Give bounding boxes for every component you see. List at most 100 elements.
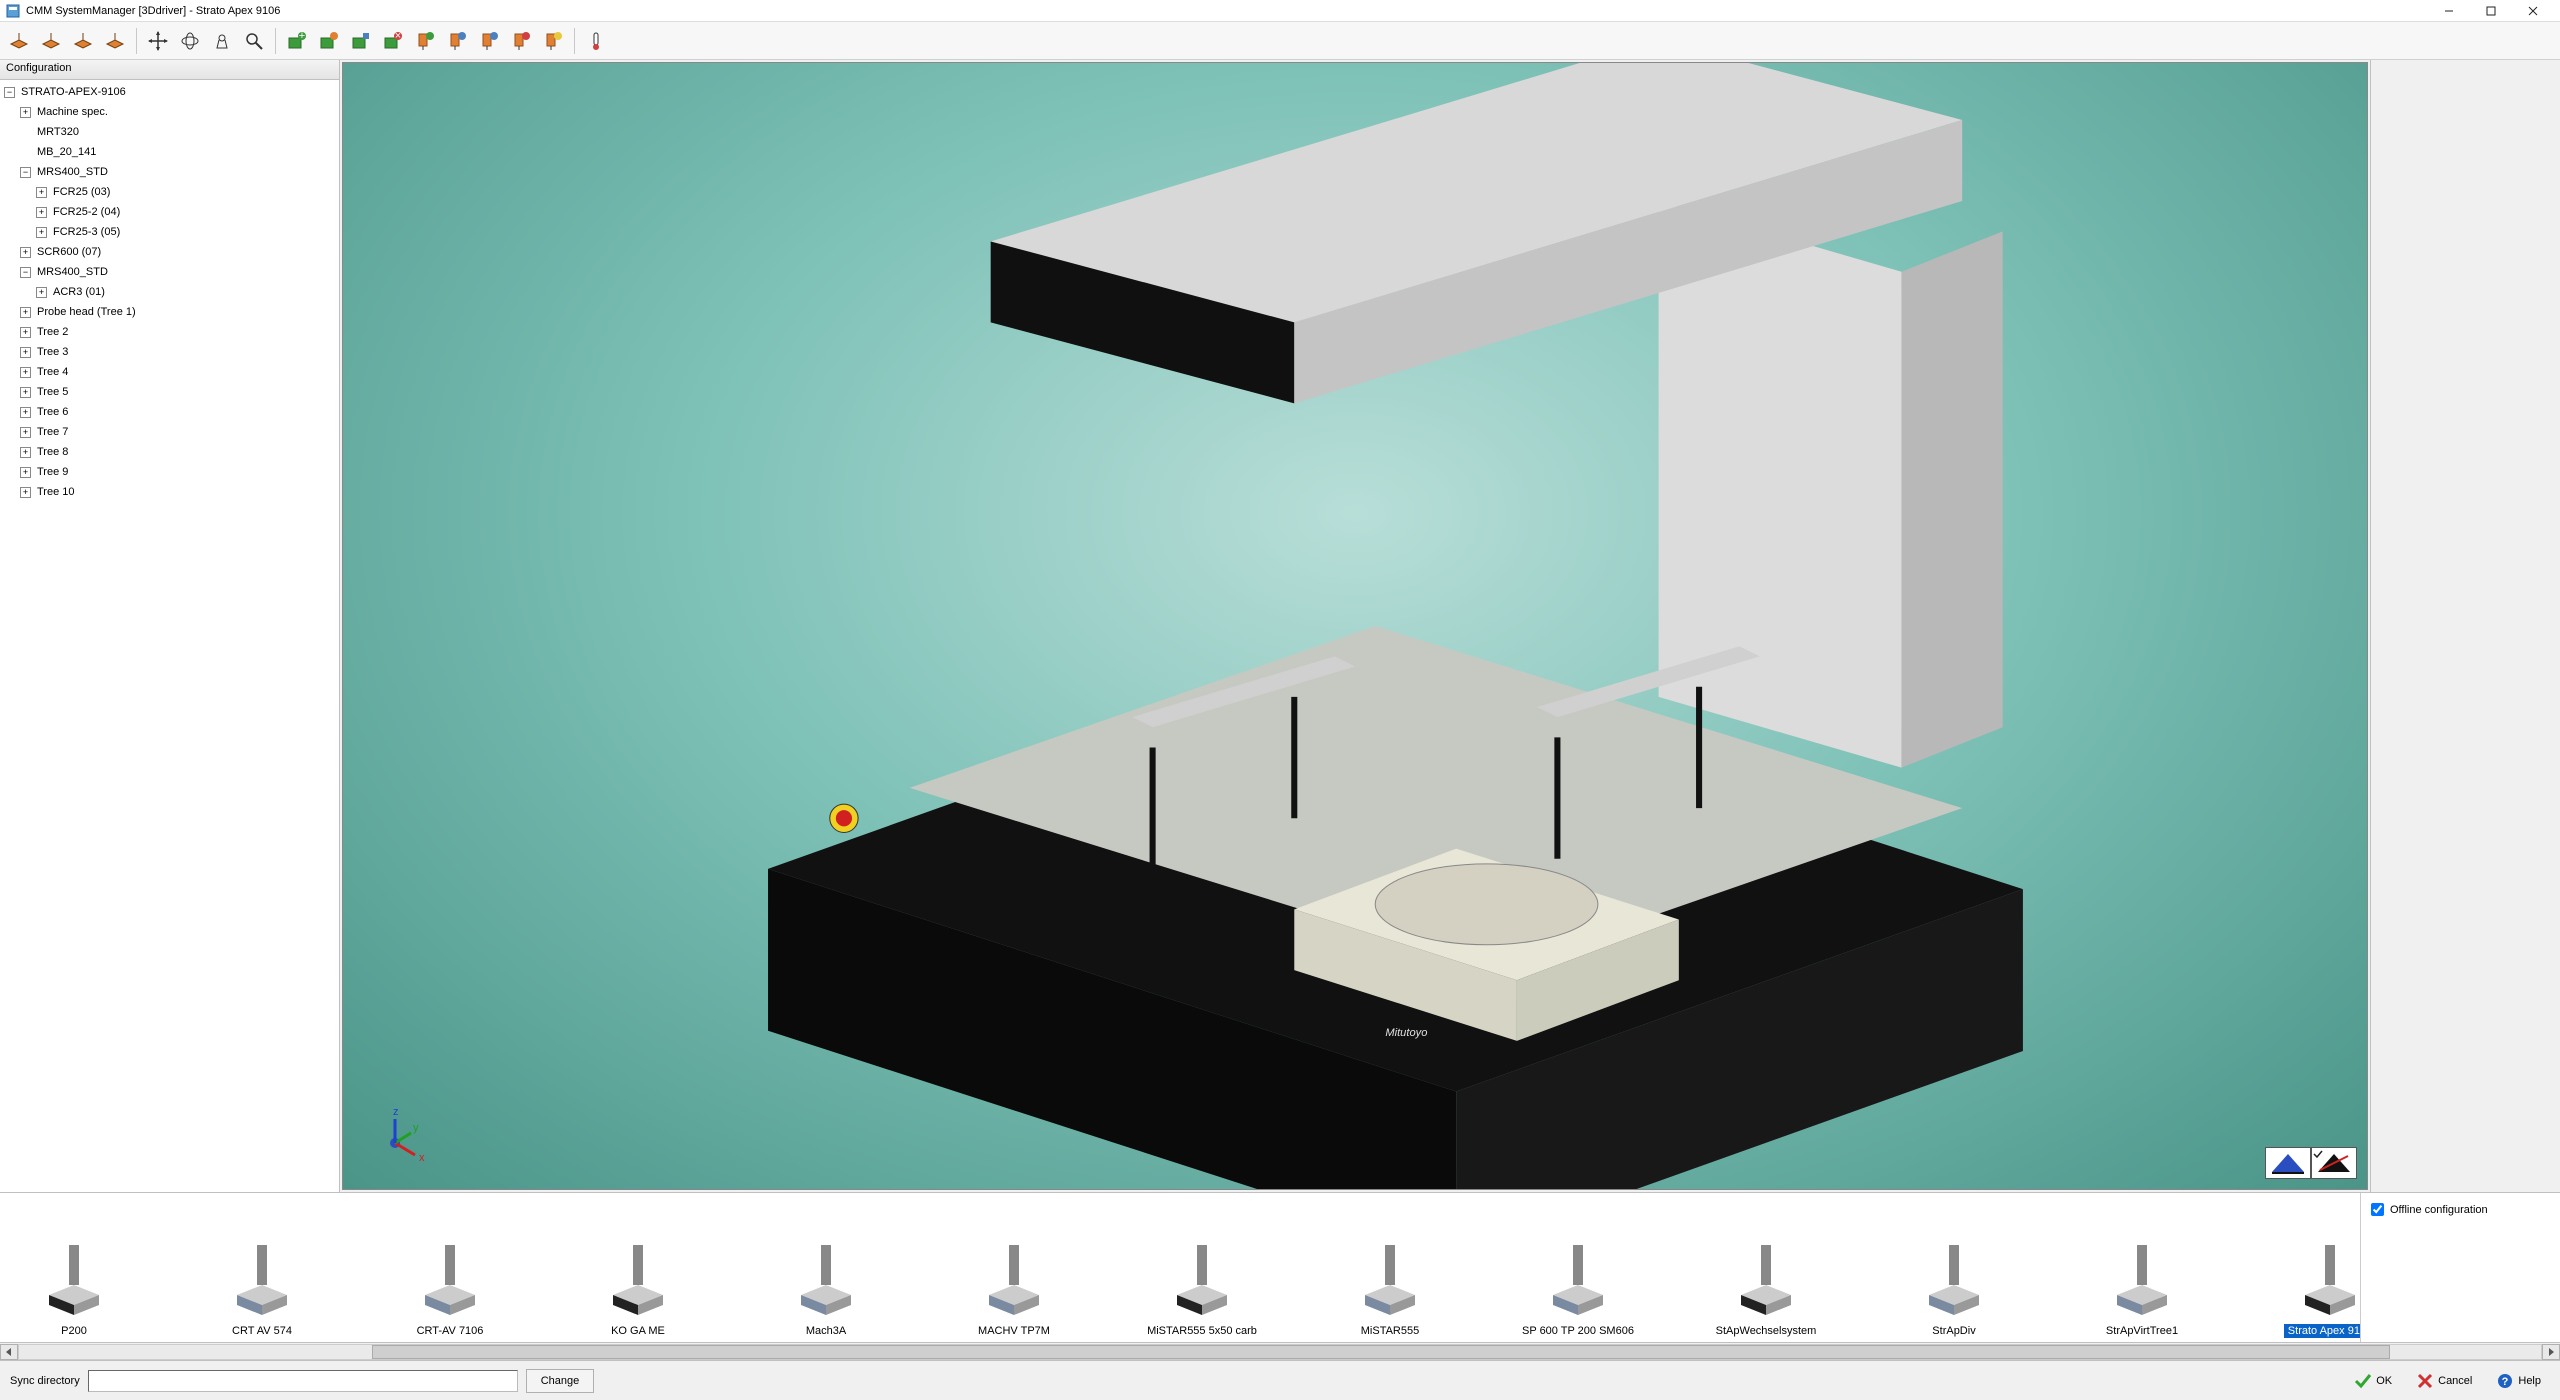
viewport-3d[interactable]: Mitutoyo x y bbox=[342, 62, 2368, 1190]
gallery-item[interactable]: Mach3A bbox=[756, 1230, 896, 1338]
expand-icon[interactable]: + bbox=[20, 107, 31, 118]
maximize-button[interactable] bbox=[2470, 0, 2512, 22]
zoom-tool-button[interactable] bbox=[239, 26, 269, 56]
tree-item[interactable]: +Tree 2 bbox=[4, 322, 335, 342]
expand-icon[interactable]: + bbox=[20, 307, 31, 318]
tree-item[interactable]: +Tree 3 bbox=[4, 342, 335, 362]
cancel-button[interactable]: Cancel bbox=[2407, 1368, 2481, 1394]
tree-label: Tree 9 bbox=[35, 466, 68, 478]
machine-thumbnail-icon bbox=[1914, 1230, 1994, 1320]
tree-item[interactable]: +FCR25 (03) bbox=[4, 182, 335, 202]
gallery-item-label: CRT-AV 7106 bbox=[413, 1324, 488, 1338]
tree-item[interactable]: MB_20_141 bbox=[4, 142, 335, 162]
collapse-icon[interactable]: − bbox=[20, 167, 31, 178]
gallery-item[interactable]: MiSTAR555 5x50 carb bbox=[1132, 1230, 1272, 1338]
tree-item[interactable]: −STRATO-APEX-9106 bbox=[4, 82, 335, 102]
gallery-item[interactable]: MiSTAR555 bbox=[1320, 1230, 1460, 1338]
configuration-tree[interactable]: −STRATO-APEX-9106+Machine spec.MRT320MB_… bbox=[0, 80, 339, 1192]
orbit-tool-button[interactable] bbox=[175, 26, 205, 56]
tree-item[interactable]: −MRS400_STD bbox=[4, 162, 335, 182]
tree-item[interactable]: +Tree 4 bbox=[4, 362, 335, 382]
tree-item[interactable]: + Tree 9 bbox=[4, 462, 335, 482]
gallery-item[interactable]: P200 bbox=[4, 1230, 144, 1338]
expand-icon[interactable]: + bbox=[20, 447, 31, 458]
machine-delete-button[interactable]: × bbox=[378, 26, 408, 56]
offline-checkbox-input[interactable] bbox=[2371, 1203, 2384, 1216]
expand-icon[interactable]: + bbox=[20, 487, 31, 498]
machine-edit-button[interactable] bbox=[314, 26, 344, 56]
ok-button[interactable]: OK bbox=[2345, 1368, 2401, 1394]
tree-item[interactable]: +Probe head (Tree 1) bbox=[4, 302, 335, 322]
expand-icon[interactable]: + bbox=[36, 187, 47, 198]
expand-icon[interactable]: + bbox=[36, 227, 47, 238]
probe-edit-button[interactable] bbox=[442, 26, 472, 56]
expand-icon[interactable]: + bbox=[20, 467, 31, 478]
offline-configuration-checkbox[interactable]: Offline configuration bbox=[2371, 1203, 2550, 1216]
gallery-item[interactable]: StApWechselsystem bbox=[1696, 1230, 1836, 1338]
gallery-scrollbar[interactable] bbox=[0, 1342, 2560, 1360]
help-button[interactable]: ? Help bbox=[2487, 1368, 2550, 1394]
probe-config-button[interactable] bbox=[474, 26, 504, 56]
tree-item[interactable]: +ACR3 (01) bbox=[4, 282, 335, 302]
pan-tool-button[interactable] bbox=[207, 26, 237, 56]
view-iso-3-button[interactable] bbox=[68, 26, 98, 56]
view-iso-2-button[interactable] bbox=[36, 26, 66, 56]
tree-item[interactable]: +SCR600 (07) bbox=[4, 242, 335, 262]
expand-icon[interactable]: + bbox=[20, 347, 31, 358]
machine-thumbnail-icon bbox=[786, 1230, 866, 1320]
collapse-icon[interactable]: − bbox=[4, 87, 15, 98]
sync-directory-input[interactable] bbox=[88, 1370, 518, 1392]
gallery-item[interactable]: StrApDiv bbox=[1884, 1230, 2024, 1338]
tree-item[interactable]: +Tree 6 bbox=[4, 402, 335, 422]
probe-add-button[interactable] bbox=[410, 26, 440, 56]
expand-icon[interactable]: + bbox=[20, 247, 31, 258]
tree-item[interactable]: +Tree 10 bbox=[4, 482, 335, 502]
tree-item[interactable]: −MRS400_STD bbox=[4, 262, 335, 282]
expand-icon[interactable]: + bbox=[20, 367, 31, 378]
gallery-item[interactable]: SP 600 TP 200 SM606 bbox=[1508, 1230, 1648, 1338]
gallery-item[interactable]: CRT AV 574 bbox=[192, 1230, 332, 1338]
expand-icon[interactable]: + bbox=[20, 387, 31, 398]
tree-item[interactable]: +Machine spec. bbox=[4, 102, 335, 122]
machine-add-button[interactable]: + bbox=[282, 26, 312, 56]
expand-icon[interactable]: + bbox=[20, 327, 31, 338]
close-button[interactable] bbox=[2512, 0, 2554, 22]
gallery-item-label: Mach3A bbox=[802, 1324, 850, 1338]
wireframe-view-toggle[interactable] bbox=[2311, 1147, 2357, 1179]
gallery-item[interactable]: CRT-AV 7106 bbox=[380, 1230, 520, 1338]
expand-icon[interactable]: + bbox=[20, 427, 31, 438]
scroll-thumb[interactable] bbox=[372, 1345, 2390, 1359]
tree-item[interactable]: +Tree 5 bbox=[4, 382, 335, 402]
probe-remove-button[interactable] bbox=[506, 26, 536, 56]
tree-item[interactable]: +Tree 7 bbox=[4, 422, 335, 442]
shaded-view-toggle[interactable] bbox=[2265, 1147, 2311, 1179]
help-label: Help bbox=[2518, 1375, 2541, 1387]
tree-item[interactable]: +Tree 8 bbox=[4, 442, 335, 462]
expand-icon[interactable]: + bbox=[36, 207, 47, 218]
scroll-track[interactable] bbox=[18, 1344, 2542, 1360]
machine-gallery: P200 CRT AV 574 CRT-AV 7106 KO GA ME Mac… bbox=[0, 1192, 2560, 1342]
gallery-item[interactable]: MACHV TP7M bbox=[944, 1230, 1084, 1338]
view-iso-1-button[interactable] bbox=[4, 26, 34, 56]
view-iso-4-button[interactable] bbox=[100, 26, 130, 56]
expand-icon[interactable]: + bbox=[36, 287, 47, 298]
gallery-item[interactable]: KO GA ME bbox=[568, 1230, 708, 1338]
probe-warning-button[interactable] bbox=[538, 26, 568, 56]
tree-item[interactable]: +FCR25-3 (05) bbox=[4, 222, 335, 242]
collapse-icon[interactable]: − bbox=[20, 267, 31, 278]
gallery-item-label: MiSTAR555 bbox=[1357, 1324, 1423, 1338]
change-button[interactable]: Change bbox=[526, 1369, 595, 1393]
gallery-item[interactable]: StrApVirtTree1 bbox=[2072, 1230, 2212, 1338]
minimize-button[interactable] bbox=[2428, 0, 2470, 22]
expand-icon[interactable]: + bbox=[20, 407, 31, 418]
gallery-item[interactable]: Strato Apex 9106 bbox=[2260, 1230, 2360, 1338]
scroll-right-button[interactable] bbox=[2542, 1344, 2560, 1360]
gallery-scroll[interactable]: P200 CRT AV 574 CRT-AV 7106 KO GA ME Mac… bbox=[0, 1193, 2360, 1342]
tree-item[interactable]: +FCR25-2 (04) bbox=[4, 202, 335, 222]
move-tool-button[interactable] bbox=[143, 26, 173, 56]
tree-item[interactable]: MRT320 bbox=[4, 122, 335, 142]
machine-copy-button[interactable] bbox=[346, 26, 376, 56]
scroll-left-button[interactable] bbox=[0, 1344, 18, 1360]
temperature-tool-button[interactable] bbox=[581, 26, 611, 56]
gallery-item-label: MiSTAR555 5x50 carb bbox=[1143, 1324, 1261, 1338]
